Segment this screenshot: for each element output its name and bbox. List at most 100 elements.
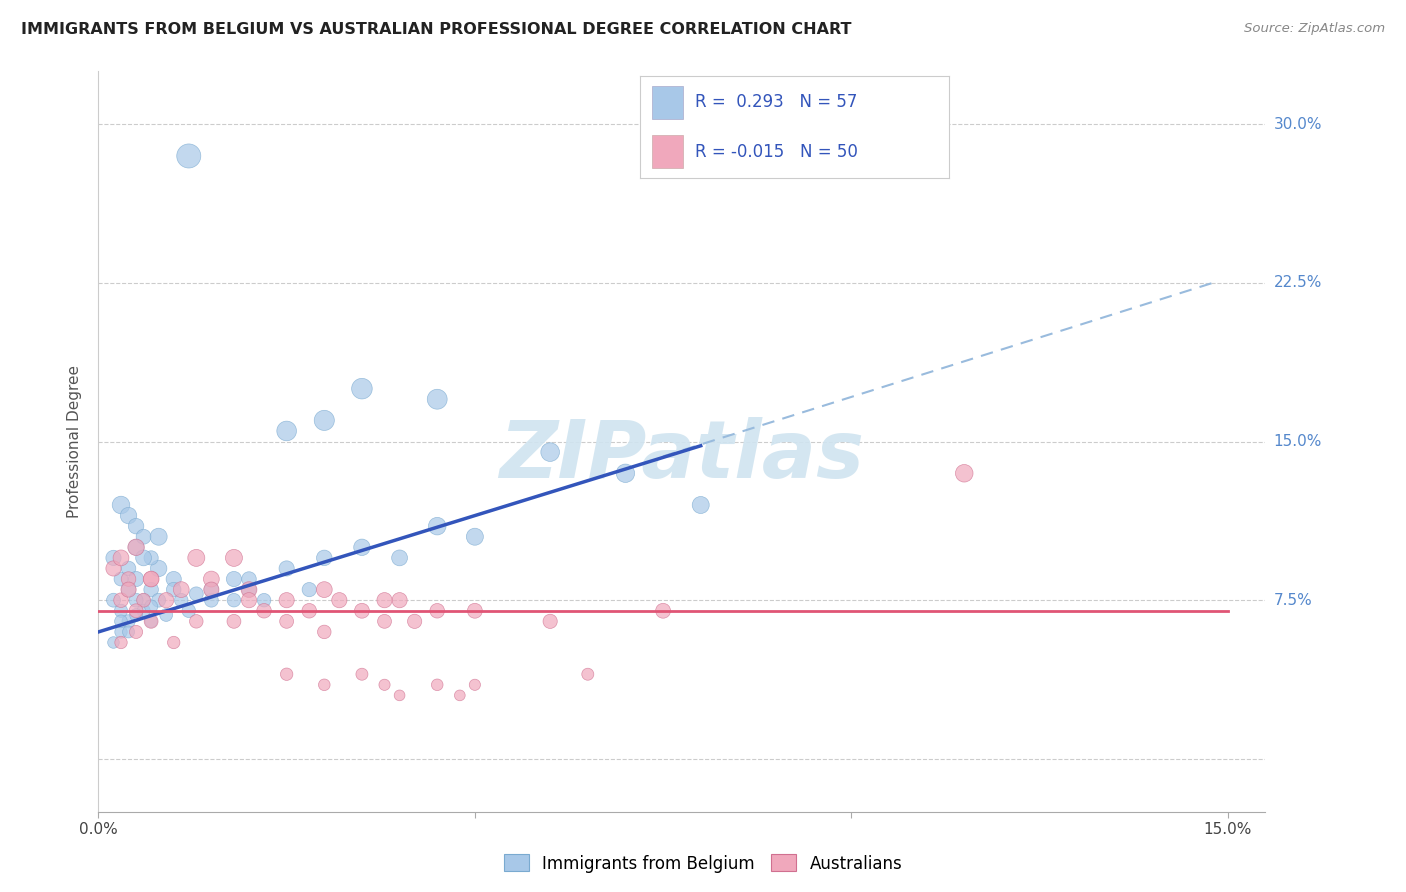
- Legend: Immigrants from Belgium, Australians: Immigrants from Belgium, Australians: [496, 847, 910, 880]
- Point: [117, 572, 139, 586]
- Point: [538, 445, 561, 459]
- Point: [110, 572, 132, 586]
- Point: [139, 615, 162, 629]
- Point: [449, 689, 471, 703]
- Point: [576, 667, 599, 681]
- Point: [373, 615, 395, 629]
- Bar: [652, 136, 683, 168]
- Point: [139, 615, 162, 629]
- Point: [103, 550, 125, 565]
- Point: [404, 615, 426, 629]
- Point: [464, 604, 486, 618]
- Point: [314, 550, 336, 565]
- Point: [298, 604, 321, 618]
- Point: [953, 467, 976, 481]
- Point: [350, 382, 373, 396]
- Point: [117, 624, 139, 639]
- Point: [350, 541, 373, 555]
- Point: [110, 635, 132, 649]
- Point: [276, 667, 298, 681]
- Point: [117, 582, 139, 597]
- Point: [103, 561, 125, 575]
- Point: [276, 561, 298, 575]
- Point: [177, 604, 200, 618]
- Point: [426, 604, 449, 618]
- Point: [222, 572, 245, 586]
- Y-axis label: Professional Degree: Professional Degree: [67, 365, 83, 518]
- Point: [170, 593, 193, 607]
- Point: [125, 624, 148, 639]
- Point: [132, 593, 155, 607]
- Point: [350, 604, 373, 618]
- Text: ZIPatlas: ZIPatlas: [499, 417, 865, 495]
- Point: [350, 667, 373, 681]
- Point: [253, 593, 276, 607]
- Point: [163, 572, 186, 586]
- Point: [689, 498, 711, 512]
- Point: [186, 615, 208, 629]
- Point: [276, 424, 298, 438]
- Point: [148, 561, 170, 575]
- Point: [373, 593, 395, 607]
- Point: [222, 593, 245, 607]
- Point: [314, 413, 336, 427]
- Point: [103, 635, 125, 649]
- Text: IMMIGRANTS FROM BELGIUM VS AUSTRALIAN PROFESSIONAL DEGREE CORRELATION CHART: IMMIGRANTS FROM BELGIUM VS AUSTRALIAN PR…: [21, 22, 852, 37]
- Text: Source: ZipAtlas.com: Source: ZipAtlas.com: [1244, 22, 1385, 36]
- Point: [110, 550, 132, 565]
- Point: [614, 467, 637, 481]
- Point: [125, 541, 148, 555]
- Point: [132, 530, 155, 544]
- Point: [117, 561, 139, 575]
- Point: [314, 582, 336, 597]
- Point: [314, 624, 336, 639]
- Point: [328, 593, 350, 607]
- Point: [426, 392, 449, 407]
- Point: [103, 593, 125, 607]
- Point: [163, 582, 186, 597]
- Point: [388, 689, 411, 703]
- Point: [200, 593, 222, 607]
- Text: 30.0%: 30.0%: [1274, 117, 1322, 132]
- Text: R =  0.293   N = 57: R = 0.293 N = 57: [696, 94, 858, 112]
- Point: [163, 635, 186, 649]
- Point: [538, 615, 561, 629]
- Point: [117, 615, 139, 629]
- Point: [139, 572, 162, 586]
- Point: [464, 530, 486, 544]
- Point: [110, 624, 132, 639]
- Point: [222, 615, 245, 629]
- Point: [276, 593, 298, 607]
- Point: [139, 599, 162, 614]
- Point: [238, 593, 260, 607]
- Point: [132, 604, 155, 618]
- Point: [139, 572, 162, 586]
- Point: [238, 572, 260, 586]
- Point: [139, 550, 162, 565]
- Point: [125, 604, 148, 618]
- Point: [125, 541, 148, 555]
- Point: [464, 678, 486, 692]
- Point: [155, 607, 177, 622]
- Point: [200, 582, 222, 597]
- Point: [148, 530, 170, 544]
- Text: R = -0.015   N = 50: R = -0.015 N = 50: [696, 143, 858, 161]
- Text: 15.0%: 15.0%: [1274, 434, 1322, 449]
- Point: [222, 550, 245, 565]
- Point: [170, 582, 193, 597]
- Point: [652, 604, 675, 618]
- Point: [110, 498, 132, 512]
- Point: [110, 615, 132, 629]
- Point: [125, 572, 148, 586]
- Text: 22.5%: 22.5%: [1274, 276, 1322, 291]
- Point: [125, 519, 148, 533]
- Point: [388, 593, 411, 607]
- Point: [186, 587, 208, 601]
- Point: [139, 582, 162, 597]
- Point: [125, 593, 148, 607]
- Point: [200, 582, 222, 597]
- Point: [314, 678, 336, 692]
- Point: [117, 508, 139, 523]
- Point: [200, 572, 222, 586]
- Text: 7.5%: 7.5%: [1274, 592, 1312, 607]
